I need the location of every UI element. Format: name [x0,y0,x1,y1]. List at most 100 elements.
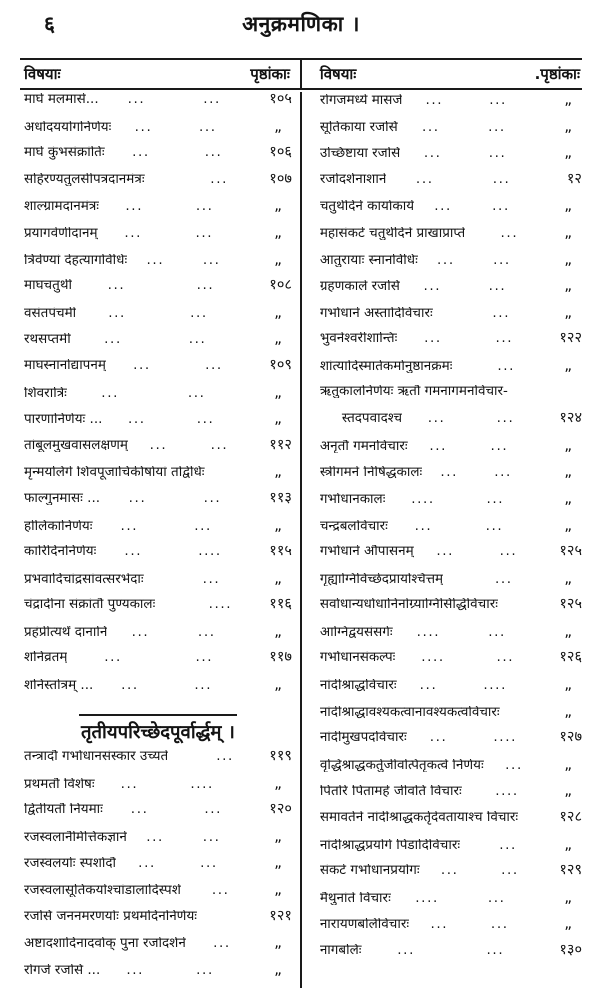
toc-entry[interactable]: रजसि जननमरणयोः प्रथमदिननिर्णयः १२१ [24,909,292,936]
toc-entry[interactable]: उच्छिष्टाया रजसि...... „ [320,145,582,172]
toc-entry[interactable]: रजस्वलासूतिकयोश्चांडालादिस्पर्शे... „ [24,881,292,909]
toc-entry[interactable]: ग्रहणकाले रजसि...... „ [320,278,582,305]
toc-leader-dots: ... [149,438,168,453]
toc-entry[interactable]: नांदीश्राद्धावश्यकत्वानावश्यकत्वविचारः „ [320,703,582,731]
toc-entry-title: फाल्गुनमासः ... [24,491,101,506]
toc-entry-title: वृद्धिश्राद्धकर्तुर्जीवत्पितृकत्वे निर्ण… [319,758,484,773]
toc-entry-title: शनिव्रतम् [24,651,68,665]
toc-leader-dots: ... [485,519,504,533]
toc-page-number: „ [564,568,572,587]
toc-entry-title: रजोदर्शनाशाने [319,172,387,187]
toc-entry[interactable]: गर्भाधानसंकल्पः....... १२६ [320,650,582,677]
toc-entry[interactable]: त्रिवेण्यां देहत्यागविधिः...... „ [24,251,292,279]
toc-entry[interactable]: ऋतुकालनिर्णयः ऋतौ गमनागमनविचार- [320,385,582,412]
toc-entry[interactable]: रजस्वलानैमित्तिकज्ञाने...... „ [24,828,292,856]
toc-entry[interactable]: गर्भाधाने अस्तादिविचारः... „ [320,304,582,332]
toc-leader-dots: ... [486,492,505,507]
toc-entry[interactable]: नांदीश्राद्धविचारः....... „ [320,677,582,704]
toc-entry[interactable]: समावर्तने नांदीश्राद्धकर्तृदेवतायाश्च वि… [320,810,582,837]
toc-entry[interactable]: रोगजे रजसि ......... „ [24,961,292,988]
toc-entry-title: शिवरात्रिः [24,386,67,401]
toc-page-number: ११९ [269,748,292,764]
toc-leader-dots: ... [425,94,444,108]
toc-leader-dots: ... [495,572,513,587]
toc-entry[interactable]: रथसप्तमी...... „ [24,331,292,358]
toc-entry[interactable]: शनिव्रतम्...... ११७ [24,650,292,677]
toc-entry[interactable]: महासंकटे चतुर्थदिने प्राखाप्राप्ते... „ [320,224,582,252]
toc-entry[interactable]: प्रयागवेणीदानम्...... „ [24,224,292,252]
toc-entry[interactable]: पितरि पितामहे जीवति विचारः.... „ [320,783,582,810]
toc-entry[interactable]: माघचतुर्थी...... १०८ [24,278,292,305]
toc-entry[interactable]: पारणानिर्णयः ......... „ [24,411,292,438]
toc-entry[interactable]: मैथुनांते विचारः....... „ [319,889,582,917]
toc-entry[interactable]: भुवनेश्वरीशान्तिः...... १२२ [320,331,582,358]
toc-leader-dots: ... [210,172,228,187]
toc-entry[interactable]: गृह्याग्निविच्छेदप्रायश्चित्तम्... „ [319,568,582,598]
toc-entry[interactable]: सर्वाधान्यर्धाधानिनोग्र्याग्निसिद्धिविचा… [320,597,582,624]
toc-entry[interactable]: माघे मलमासे......... १०५ [24,92,292,119]
toc-page-number: १२८ [559,809,582,826]
toc-entry[interactable]: प्रथमर्तौ विशेषः....... „ [24,775,292,803]
toc-page-number: १२० [269,801,292,818]
toc-entry[interactable]: शिवरात्रिः...... „ [24,384,292,412]
toc-entry[interactable]: गर्भाधाने औपासनम्...... १२५ [320,544,582,571]
toc-entry-title: तांबूलमुखवासलक्षणम् [24,438,128,453]
toc-entry[interactable]: फाल्गुनमासः ......... ११३ [24,491,292,518]
toc-page-number: „ [564,781,572,800]
toc-entry[interactable]: अर्धोदययोगनिर्णयः...... „ [24,118,292,146]
toc-entry[interactable]: स्त्रीगमने निषिद्धकालः...... „ [320,464,582,491]
toc-entry[interactable]: शांत्यादिस्मार्तकर्मानुष्ठानक्रमः... „ [320,357,582,385]
toc-entry[interactable]: वसंतपंचमी...... „ [24,304,292,332]
toc-leader-dots: ... [415,172,434,187]
toc-entry[interactable]: मृन्मयलिंगे शिवपूजाचिकीर्षायां तद्विधिः „ [24,464,292,491]
toc-page-number: १३० [559,942,582,958]
toc-entry[interactable]: स्तदपवादश्च...... १२४ [320,411,582,438]
toc-entry[interactable]: शाल्ग्रामदानमंत्रः...... „ [24,198,292,225]
toc-entry[interactable]: होलिकानिर्णयः...... „ [24,515,292,545]
toc-entry[interactable]: अष्टादशादिनादर्वाक् पुना रजोदर्शने... „ [24,935,292,962]
toc-leader-dots: ... [500,226,519,241]
toc-entry[interactable]: चंद्रादीना संक्रांतौ पुण्यकालः.... ११६ [24,597,292,624]
toc-entry-title: अर्धोदययोगनिर्णयः [24,120,112,135]
toc-entry[interactable]: वृद्धिश्राद्धकर्तुर्जीवत्पितृकत्वे निर्ण… [319,756,582,784]
toc-entry[interactable]: रजोदर्शनाशाने...... १२ [320,172,582,199]
toc-entry[interactable]: सहिरण्यतुलसीपत्रदानमंत्रः... १०७ [24,172,292,199]
toc-entry[interactable]: माघस्नानोद्यापनम्...... १०९ [24,358,292,385]
toc-entry[interactable]: चतुर्थदिने कार्याकार्ये...... „ [320,198,582,225]
toc-leader-dots: ... [131,625,150,640]
toc-leader-dots: ... [488,625,506,640]
toc-entry[interactable]: प्रभवादिचांद्रसांवत्सरभेदाः... „ [24,570,292,598]
toc-entry[interactable]: रजस्वलयोः स्पर्शादौ...... „ [24,855,292,882]
toc-entry[interactable]: संकटे गर्भाधानप्रयोगः...... १२९ [320,863,582,890]
toc-right-column: रोगजमध्ये मासजे...... „ सूतिकाया रजसि.....… [308,92,584,988]
toc-entry[interactable]: नागबलिः...... १३० [320,943,582,970]
toc-entry[interactable]: नांदीश्राद्धप्रयोगे पिंडादिविचारः... „ [320,836,582,864]
toc-entry[interactable]: अनृतौ गमनविचारः...... „ [320,437,582,465]
toc-entry[interactable]: नारायणबलिविचारः...... „ [320,916,582,943]
toc-page-number: १२१ [269,907,292,924]
toc-entry[interactable]: गर्भाधानकालः....... „ [320,490,582,518]
toc-entry[interactable]: माघे कुंभसंक्रांतिः...... १०६ [24,145,292,172]
toc-entry[interactable]: नांदीमुखपदविचारः....... १२७ [320,730,582,757]
toc-entry[interactable]: द्वितीयर्तौ नियमाः...... १२० [24,802,292,829]
toc-leader-dots: .... [416,625,441,640]
toc-entry[interactable]: तन्त्रादौ गर्भाधानसंस्कार उच्यते... ११९ [24,749,292,776]
header-rule-bottom [20,88,582,90]
toc-entry[interactable]: शनिस्तोत्रम् ......... „ [24,677,292,704]
toc-entry-title: मैथुनांते विचारः [319,891,391,906]
toc-entry[interactable]: कारिदिननिर्णयः....... ११५ [24,544,292,571]
toc-entry[interactable]: तांबूलमुखवासलक्षणम्...... ११२ [24,438,292,465]
toc-leader-dots: ... [492,172,511,187]
column-divider-body [299,92,302,988]
toc-entry[interactable]: सूतिकाया रजसि...... „ [320,118,582,146]
toc-entry-title: गर्भाधानसंकल्पः [319,651,396,665]
toc-page-number: „ [274,515,282,534]
toc-entry[interactable]: चन्द्रबलविचारः...... „ [320,517,582,545]
toc-leader-dots: ... [492,306,511,321]
toc-entry[interactable]: आग्निद्वयसंसर्गः....... „ [320,623,582,651]
toc-entry[interactable]: रोगजमध्ये मासजे...... „ [320,92,582,119]
toc-entry[interactable]: आतुरायाः स्नानविधिः...... „ [320,251,582,279]
toc-entry-title: गृह्याग्निविच्छेदप्रायश्चित्तम् [319,572,444,587]
toc-entry[interactable]: प्रहंप्रीत्यर्थं दानानि...... „ [24,623,292,651]
toc-entry-title: अष्टादशादिनादर्वाक् पुना रजोदर्शने [24,937,186,951]
